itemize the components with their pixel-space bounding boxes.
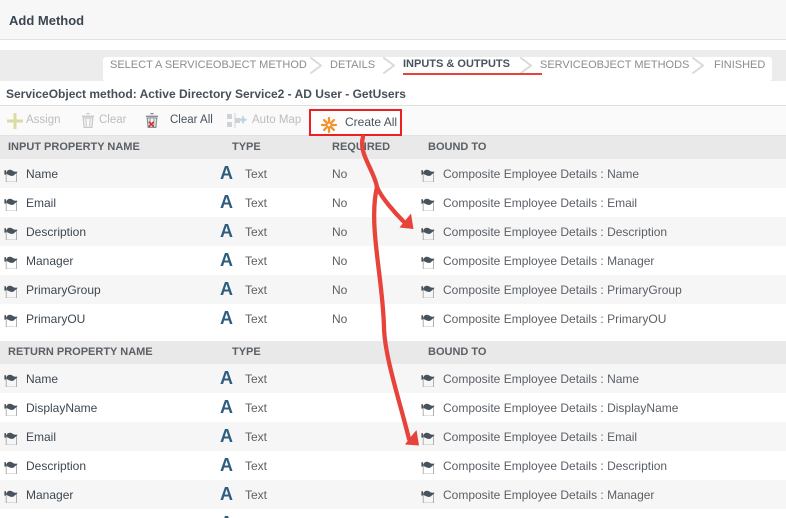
svg-text:A: A: [220, 455, 233, 475]
svg-text:A: A: [220, 426, 233, 446]
svg-text:A: A: [220, 513, 233, 518]
svg-text:A: A: [220, 484, 233, 504]
svg-text:A: A: [220, 397, 233, 417]
svg-text:A: A: [220, 163, 233, 183]
svg-text:A: A: [220, 368, 233, 388]
svg-text:A: A: [220, 192, 233, 212]
svg-text:A: A: [220, 308, 233, 328]
svg-text:A: A: [220, 221, 233, 241]
svg-text:A: A: [220, 279, 233, 299]
svg-text:A: A: [220, 250, 233, 270]
